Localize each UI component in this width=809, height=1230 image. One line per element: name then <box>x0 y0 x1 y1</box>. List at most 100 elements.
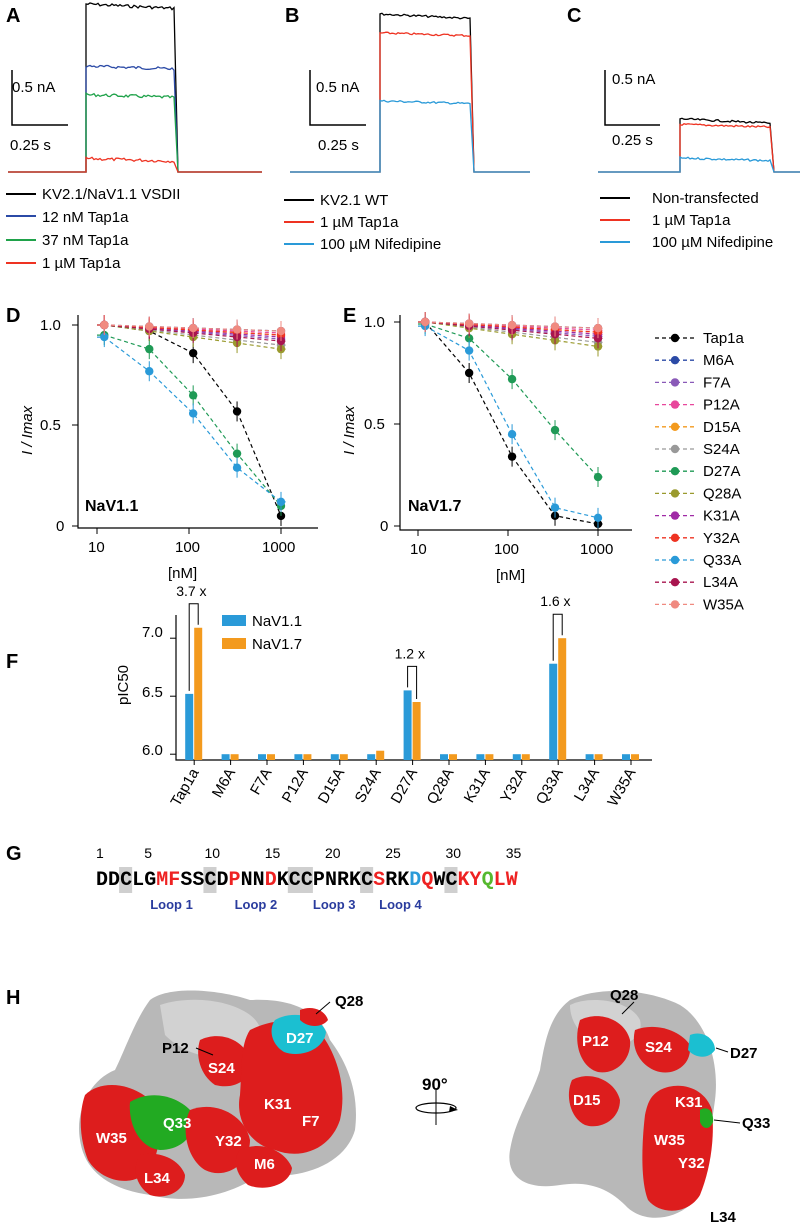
tracesB-trace-1 <box>290 31 530 173</box>
x-ticks-e: 10 100 1000 [nM] <box>410 530 613 584</box>
seq-number-5: 25 <box>385 845 401 861</box>
legend-b-0: KV2.1 WT <box>320 192 388 209</box>
bar-NaV1.7-S24A <box>376 750 385 760</box>
scale-bar-c: 0.5 nA 0.25 s <box>604 70 660 149</box>
dose-legend-label-0: Tap1a <box>703 330 745 347</box>
scale-time-a: 0.25 s <box>10 137 51 154</box>
dose-legend-marker-10 <box>670 555 680 565</box>
label-h-left-5: F7 <box>302 1113 320 1130</box>
surface-left: Q28 P12 D27 S24 K31 F7 Q33 W35 Y32 M6 L3… <box>79 990 363 1199</box>
seq-residue-2: D <box>108 869 120 892</box>
seq-cys-highlight-30 <box>444 867 458 893</box>
seq-number-1: 5 <box>144 845 152 861</box>
bar-NaV1.7-Tap1a <box>194 627 203 760</box>
bar-bracket-0 <box>188 603 199 691</box>
seq-residue-28: Q <box>421 869 433 892</box>
bar-NaV1.7-D27A <box>412 702 421 760</box>
bar-NaV1.1-K31A <box>476 754 485 760</box>
label-h-left-8: Y32 <box>215 1133 242 1150</box>
x-tick-e-1: 100 <box>494 541 519 558</box>
bar-NaV1.7-W35A <box>631 754 639 760</box>
bar-NaV1.1-D27A <box>403 690 412 760</box>
tracesC-trace-0 <box>598 117 800 173</box>
seq-number-6: 30 <box>445 845 461 861</box>
doseE-pt-Tap1a-2 <box>507 452 517 461</box>
doseD-pt-Tap1a-2 <box>188 348 198 358</box>
dose-legend-marker-6 <box>670 467 680 476</box>
tracesA-trace-3 <box>8 156 262 173</box>
doseE-pt-W35A-4 <box>593 323 603 333</box>
doseE-pt-W35A-1 <box>464 319 474 328</box>
tracesC-trace-2 <box>598 156 800 173</box>
seq-number-0: 1 <box>96 845 104 861</box>
y-tick-d-1: 0.5 <box>40 417 61 434</box>
seq-residue-18: C <box>301 869 313 892</box>
bar-NaV1.1-Y32A <box>512 754 521 760</box>
seq-residue-23: C <box>361 869 373 892</box>
label-h-right-4: D15 <box>573 1092 601 1109</box>
seq-residue-27: D <box>409 869 421 892</box>
label-h-right-2: S24 <box>645 1039 672 1056</box>
bar-annotation-1: 1.2 x <box>395 645 425 661</box>
dose-legend-label-9: Y32A <box>703 530 740 547</box>
x-label-e: [nM] <box>496 567 525 584</box>
legend-a-1: 12 nM Tap1a <box>42 209 129 226</box>
bar-NaV1.7-Y32A <box>521 754 530 760</box>
seq-residue-26: K <box>397 869 409 892</box>
legend-b-2: 100 µM Nifedipine <box>320 236 441 253</box>
rotation-marker: 90° <box>415 1075 458 1125</box>
label-h-right-5: K31 <box>675 1094 703 1111</box>
doseD-pt-Tap1a-4 <box>276 511 286 521</box>
seq-residue-11: D <box>217 869 229 892</box>
seq-residue-33: Q <box>482 869 494 892</box>
seq-residue-14: N <box>253 869 265 892</box>
seq-cys-highlight-23 <box>360 867 374 893</box>
scale-current-a: 0.5 nA <box>12 79 55 96</box>
panel-g-sequence: D D C L G M F S S C D P N N D K C C P N R K C S R K D Q W C K Y Q L W1 5 10 1… <box>96 845 521 912</box>
x-tick-d-1: 100 <box>175 539 200 556</box>
bar-legend-0: NaV1.1 <box>252 613 302 630</box>
bar-y-tick-2: 7.0 <box>142 624 163 641</box>
dose-curves-d <box>97 315 286 526</box>
y-label-d: I / Imax <box>19 405 36 455</box>
doseE-pt-Q33A-1 <box>464 346 474 355</box>
bar-NaV1.1-S24A <box>367 754 376 760</box>
dose-legend-label-11: L34A <box>703 574 738 591</box>
tracesB-trace-2 <box>290 99 530 173</box>
seq-residue-15: D <box>265 869 277 892</box>
dose-curves-e <box>418 312 603 534</box>
doseE-pt-L34A-4 <box>593 334 603 343</box>
panel-label-a: A <box>6 5 20 27</box>
bar-legend: NaV1.1 NaV1.7 <box>222 613 302 653</box>
doseE-pt-W35A-3 <box>550 322 560 331</box>
doseD-pt-L34A-4 <box>276 336 286 346</box>
tracesA-trace-0 <box>8 2 262 173</box>
seq-loop-0: Loop 1 <box>150 897 193 912</box>
y-tick-d-0: 0 <box>56 518 64 535</box>
doseE-pt-D27A-3 <box>550 425 560 435</box>
scale-bar-a: 0.5 nA 0.25 s <box>10 70 68 154</box>
doseD-curve-Q28A <box>97 324 286 350</box>
panel-label-g: G <box>6 843 22 865</box>
scale-time-b: 0.25 s <box>318 137 359 154</box>
bar-x-label-7: Q28A <box>424 766 458 808</box>
doseE-pt-D27A-1 <box>464 334 474 343</box>
tracesA-trace-1 <box>8 64 262 173</box>
legend-c-1: 1 µM Tap1a <box>652 212 731 229</box>
dose-legend-label-4: D15A <box>703 419 741 436</box>
doseE-curve-Q33A <box>418 325 603 519</box>
seq-residue-3: C <box>120 869 132 892</box>
seq-number-7: 35 <box>506 845 522 861</box>
seq-cys-highlight-18 <box>299 867 313 893</box>
seq-residue-20: N <box>325 869 337 892</box>
dose-legend-label-5: S24A <box>703 441 740 458</box>
bar-NaV1.1-Tap1a <box>185 693 194 760</box>
panel-f: 6.0 6.5 7.0 pIC50 Tap1a M6A F7A P12A D15A S24… <box>115 583 652 809</box>
seq-number-4: 20 <box>325 845 341 861</box>
panel-d-title: NaV1.1 <box>85 498 138 515</box>
seq-loop-1: Loop 2 <box>235 897 278 912</box>
seq-residue-21: R <box>337 869 349 892</box>
label-h-left-2: D27 <box>286 1030 314 1047</box>
dose-legend-marker-9 <box>670 533 680 542</box>
seq-residue-30: C <box>445 869 457 892</box>
